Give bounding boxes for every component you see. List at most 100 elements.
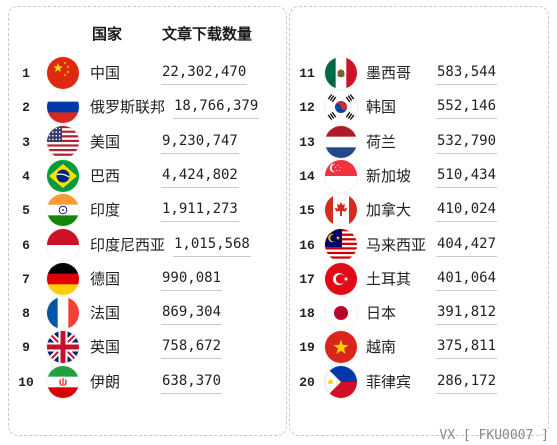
philippines-flag-icon <box>325 365 357 398</box>
rank-number: 18 <box>299 306 315 322</box>
country-name: 菲律宾 <box>366 372 412 391</box>
download-count: 869,304 <box>161 300 223 326</box>
table-row: 12 韩国 552,146 <box>0 90 557 125</box>
download-count: 990,081 <box>161 266 223 291</box>
country-name: 日本 <box>366 304 397 323</box>
table-row: 7 德国 990,081 <box>0 262 557 297</box>
country-name: 中国 <box>90 64 121 82</box>
rank-number: 6 <box>22 237 30 253</box>
country-name: 德国 <box>90 269 121 288</box>
country-name: 法国 <box>90 304 121 323</box>
japan-flag-icon <box>325 297 357 330</box>
rank-number: 1 <box>22 66 30 81</box>
rank-number: 10 <box>18 374 34 390</box>
rank-number: 20 <box>299 374 315 390</box>
rank-number: 19 <box>299 340 315 356</box>
table-row: 16 马来西亚 404,427 <box>0 228 557 263</box>
india-flag-icon <box>47 194 79 227</box>
country-name: 美国 <box>90 132 121 151</box>
table-row: 1 中国 22,302,470 <box>0 56 557 91</box>
vietnam-flag-icon <box>325 331 357 364</box>
right-panel <box>289 6 549 436</box>
country-name: 英国 <box>90 338 121 357</box>
country-name: 伊朗 <box>90 372 121 391</box>
table-row: 3 美国 9,230,747 <box>0 125 557 160</box>
country-name: 墨西哥 <box>366 64 412 82</box>
rank-number: 13 <box>299 134 315 150</box>
rank-number: 17 <box>299 271 315 287</box>
south-korea-flag-icon <box>325 91 357 124</box>
table-row: 14 新加坡 510,434 <box>0 159 557 194</box>
download-count: 583,544 <box>436 60 498 85</box>
rank-number: 7 <box>22 271 30 287</box>
download-count: 401,064 <box>436 266 498 291</box>
rank-number: 8 <box>22 306 30 322</box>
download-count: 391,812 <box>436 300 498 326</box>
country-name: 土耳其 <box>366 269 412 288</box>
table-row: 9 英国 758,672 <box>0 330 557 365</box>
brazil-flag-icon <box>47 159 79 192</box>
table-row: 10 伊朗 638,370 <box>0 365 557 400</box>
download-count: 510,434 <box>436 163 498 188</box>
rank-number: 2 <box>22 100 30 116</box>
netherlands-flag-icon <box>325 125 357 158</box>
country-name: 巴西 <box>90 166 121 185</box>
table-row: 6 印度尼西亚 1,015,568 <box>0 228 557 263</box>
table-row: 20 菲律宾 286,172 <box>0 365 557 400</box>
turkey-flag-icon <box>325 262 357 295</box>
malaysia-flag-icon <box>325 228 357 261</box>
country-name: 印度尼西亚 <box>90 235 166 254</box>
download-count: 1,015,568 <box>173 232 251 257</box>
country-name: 马来西亚 <box>366 235 427 254</box>
singapore-flag-icon <box>325 159 357 192</box>
table-row: 4 巴西 4,424,802 <box>0 159 557 194</box>
table-row: 17 土耳其 401,064 <box>0 262 557 297</box>
table-row: 5 印度 1,911,273 <box>0 193 557 228</box>
indonesia-flag-icon <box>47 228 79 261</box>
table-row: 15 加拿大 410,024 <box>0 193 557 228</box>
download-count: 375,811 <box>436 334 498 360</box>
watermark: VX [ FKU0007 ] <box>439 428 549 443</box>
rank-number: 3 <box>22 134 30 150</box>
download-count: 404,427 <box>436 232 498 257</box>
download-count: 22,302,470 <box>161 60 248 85</box>
table-row: 11 墨西哥 583,544 <box>0 56 557 91</box>
mexico-flag-icon <box>325 57 357 89</box>
country-name: 俄罗斯联邦 <box>90 98 166 117</box>
download-count: 18,766,379 <box>173 94 260 120</box>
table-row: 2 俄罗斯联邦 18,766,379 <box>0 90 557 125</box>
rank-number: 5 <box>22 203 30 219</box>
left-panel <box>8 6 287 436</box>
table-row: 18 日本 391,812 <box>0 296 557 331</box>
table-row: 13 荷兰 532,790 <box>0 125 557 160</box>
download-count: 9,230,747 <box>161 129 239 154</box>
table-row: 8 法国 869,304 <box>0 296 557 331</box>
germany-flag-icon <box>47 262 79 295</box>
rank-number: 11 <box>299 66 315 81</box>
country-name: 印度 <box>90 201 121 220</box>
download-count: 758,672 <box>161 334 223 360</box>
downloads-column-header: 文章下载数量 <box>162 25 253 43</box>
country-name: 加拿大 <box>366 201 412 220</box>
russia-flag-icon <box>47 91 79 124</box>
country-name: 韩国 <box>366 98 397 117</box>
download-count: 638,370 <box>161 369 223 394</box>
table-row: 19 越南 375,811 <box>0 330 557 365</box>
download-count: 4,424,802 <box>161 163 239 188</box>
rank-number: 14 <box>299 168 315 184</box>
rank-number: 12 <box>299 100 315 116</box>
download-count: 1,911,273 <box>161 197 239 223</box>
download-count: 552,146 <box>436 94 498 120</box>
rank-number: 9 <box>22 340 30 356</box>
china-flag-icon <box>47 57 79 89</box>
rank-number: 15 <box>299 203 315 219</box>
rank-number: 4 <box>22 168 30 184</box>
download-count: 286,172 <box>436 369 498 394</box>
country-column-header: 国家 <box>92 25 123 43</box>
france-flag-icon <box>47 297 79 330</box>
canada-flag-icon <box>325 194 357 227</box>
rank-number: 16 <box>299 237 315 253</box>
download-count: 410,024 <box>436 197 498 223</box>
country-name: 越南 <box>366 338 397 357</box>
country-name: 新加坡 <box>366 166 412 185</box>
